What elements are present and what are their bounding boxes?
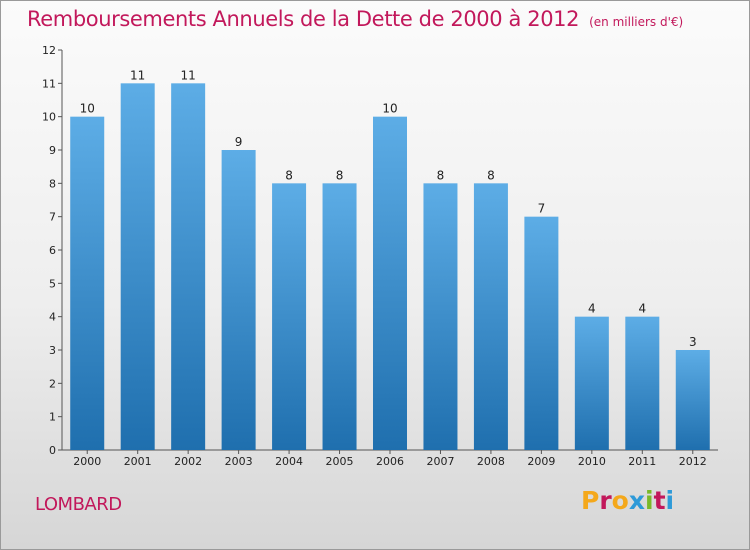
bar <box>221 150 256 450</box>
y-tick-label: 6 <box>49 244 56 257</box>
x-tick-label: 2011 <box>628 455 656 468</box>
bar-value-label: 9 <box>235 135 243 149</box>
y-tick-label: 9 <box>49 144 56 157</box>
y-tick-label: 7 <box>49 211 56 224</box>
bar <box>574 316 609 450</box>
commune-name: LOMBARD <box>35 494 122 515</box>
logo-letter: t <box>653 486 666 515</box>
bar-value-label: 4 <box>638 302 646 316</box>
bar-value-label: 8 <box>437 168 445 182</box>
x-tick-label: 2006 <box>376 455 404 468</box>
logo-letter: r <box>599 486 612 515</box>
y-tick-label: 11 <box>42 77 56 90</box>
chart-title: Remboursements Annuels de la Dette de 20… <box>27 7 683 31</box>
y-tick-label: 5 <box>49 277 56 290</box>
x-tick-label: 2004 <box>275 455 303 468</box>
bar <box>373 116 407 451</box>
x-tick-label: 2007 <box>426 455 454 468</box>
logo-letter: i <box>665 486 675 515</box>
bar <box>423 183 458 451</box>
bar <box>473 183 508 451</box>
bar-value-label: 10 <box>80 102 95 116</box>
bar-value-label: 10 <box>382 102 397 116</box>
y-tick-label: 3 <box>49 344 56 357</box>
bar-value-label: 11 <box>130 68 145 82</box>
logo-letter: i <box>645 486 654 515</box>
label-layer: 10 11 11 9 8 8 10 8 8 7 4 4 3 <box>80 68 697 349</box>
y-tick-label: 0 <box>49 444 56 457</box>
bar-value-label: 8 <box>487 168 495 182</box>
x-tick-label: 2000 <box>73 455 101 468</box>
bar-value-label: 4 <box>588 302 596 316</box>
bar <box>272 183 307 451</box>
bar-value-label: 8 <box>285 168 293 182</box>
logo-letter: P <box>581 486 600 515</box>
bar-value-label: 8 <box>336 168 344 182</box>
x-tick-label: 2005 <box>326 455 354 468</box>
x-tick-label: 2003 <box>225 455 253 468</box>
y-tick-label: 10 <box>42 111 56 124</box>
bar-value-label: 11 <box>181 68 196 82</box>
bar <box>524 216 559 450</box>
bar <box>625 316 660 450</box>
x-tick-label: 2010 <box>578 455 606 468</box>
x-tick-label: 2008 <box>477 455 505 468</box>
chart-unit: (en milliers d'€) <box>589 15 684 29</box>
chart-title-text: Remboursements Annuels de la Dette de 20… <box>27 7 580 31</box>
x-tick-label: 2001 <box>124 455 152 468</box>
bar-value-label: 3 <box>689 335 697 349</box>
bar <box>120 83 155 450</box>
y-tick-label: 4 <box>49 311 56 324</box>
bar <box>675 350 710 450</box>
logo-letter: x <box>628 486 645 515</box>
bar <box>70 116 105 451</box>
x-tick-label: 2009 <box>527 455 555 468</box>
bar <box>322 183 357 451</box>
logo-letter: o <box>611 486 629 515</box>
bar-layer <box>70 83 710 451</box>
y-tick-label: 12 <box>42 44 56 57</box>
x-tick-label: 2012 <box>679 455 707 468</box>
proxiti-logo: Proxiti <box>581 486 674 515</box>
bar-value-label: 7 <box>538 202 546 216</box>
y-tick-label: 8 <box>49 177 56 190</box>
y-tick-label: 2 <box>49 377 56 390</box>
x-tick-label: 2002 <box>174 455 202 468</box>
bar <box>171 83 206 450</box>
y-tick-label: 1 <box>49 411 56 424</box>
